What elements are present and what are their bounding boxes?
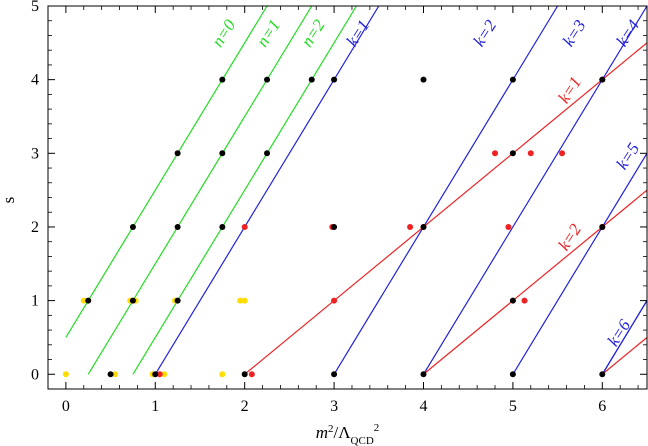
- series-line-green-0: [65, 6, 268, 338]
- point-red-6: [407, 223, 414, 230]
- series-line-blue-8: [601, 300, 647, 375]
- point-black-6: [599, 76, 606, 83]
- point-black-10: [509, 150, 516, 157]
- point-black-11: [129, 223, 136, 230]
- point-black-0: [219, 76, 226, 83]
- point-black-9: [264, 150, 271, 157]
- axes: 0 1 2 3 4 5 6 0 1 2 3 4 5: [31, 0, 648, 415]
- y-tick-label: 1: [31, 293, 39, 310]
- point-red-12: [156, 371, 163, 378]
- point-black-4: [420, 76, 427, 83]
- data-points: [62, 76, 606, 378]
- point-black-18: [129, 297, 136, 304]
- point-black-20: [509, 297, 516, 304]
- x-tick-label: 3: [330, 398, 338, 415]
- series-lines: [65, 6, 647, 375]
- point-black-25: [420, 371, 427, 378]
- point-red-4: [241, 223, 248, 230]
- point-black-19: [174, 297, 181, 304]
- point-black-21: [107, 371, 114, 378]
- point-black-27: [599, 371, 606, 378]
- x-tick-label: 4: [419, 398, 427, 415]
- point-black-15: [420, 223, 427, 230]
- x-tick-label: 5: [509, 398, 517, 415]
- point-yellow-7: [112, 371, 119, 378]
- series-label-blue-6: k=4: [612, 16, 643, 50]
- series-label-blue-8: k=6: [603, 316, 634, 350]
- point-red-3: [559, 150, 566, 157]
- point-red-13: [248, 371, 255, 378]
- series-line-blue-3: [154, 6, 380, 375]
- point-red-1: [492, 150, 499, 157]
- point-red-2: [527, 150, 534, 157]
- y-tick-label: 3: [31, 145, 39, 162]
- x-axis-title: m2/ΛQCD2: [316, 422, 380, 446]
- y-axis-title: s: [0, 197, 18, 204]
- y-tick-label: 4: [31, 72, 39, 89]
- series-label-blue-4: k=2: [469, 16, 500, 50]
- point-black-22: [152, 371, 159, 378]
- point-black-8: [219, 150, 226, 157]
- x-tick-label: 1: [151, 398, 159, 415]
- series-line-red-10: [423, 189, 647, 375]
- y-tick-label: 0: [31, 366, 39, 383]
- series-line-red-9: [244, 42, 647, 375]
- point-black-1: [264, 76, 271, 83]
- y-tick-label: 2: [31, 219, 39, 236]
- point-yellow-9: [161, 371, 168, 378]
- series-line-blue-6: [512, 152, 647, 375]
- x-tick-label: 2: [241, 398, 249, 415]
- point-yellow-5: [241, 297, 248, 304]
- point-black-23: [241, 371, 248, 378]
- series-label-red-10: k=2: [554, 220, 585, 254]
- point-black-2: [308, 76, 315, 83]
- point-black-17: [85, 297, 92, 304]
- point-yellow-10: [219, 371, 226, 378]
- point-black-24: [331, 371, 338, 378]
- point-yellow-0: [80, 297, 87, 304]
- series-line-red-11: [601, 336, 647, 375]
- series-label-blue-5: k=3: [559, 16, 590, 49]
- point-black-3: [331, 76, 338, 83]
- series-line-blue-4: [333, 6, 559, 375]
- x-tick-label: 0: [62, 398, 70, 415]
- point-red-10: [331, 297, 338, 304]
- point-black-12: [174, 223, 181, 230]
- point-red-11: [521, 297, 528, 304]
- series-labels: n=0 n=1 n=2 k=1 k=2 k=3 k=4k=5k=6k=1k=2: [208, 16, 644, 350]
- point-black-14: [331, 223, 338, 230]
- point-black-16: [599, 223, 606, 230]
- y-tick-label: 5: [31, 0, 39, 15]
- point-black-7: [174, 150, 181, 157]
- point-yellow-6: [62, 371, 69, 378]
- series-label-red-9: k=1: [554, 73, 585, 106]
- series-line-blue-5: [422, 6, 647, 375]
- point-black-13: [219, 223, 226, 230]
- series-label-green-0: n=0: [208, 16, 240, 51]
- point-black-5: [509, 76, 516, 83]
- series-line-green-1: [87, 6, 313, 375]
- point-black-26: [509, 371, 516, 378]
- point-yellow-4: [237, 297, 244, 304]
- series-line-green-2: [132, 6, 357, 375]
- x-tick-label: 6: [598, 398, 606, 415]
- plot-frame: [47, 5, 648, 390]
- point-red-8: [505, 223, 512, 230]
